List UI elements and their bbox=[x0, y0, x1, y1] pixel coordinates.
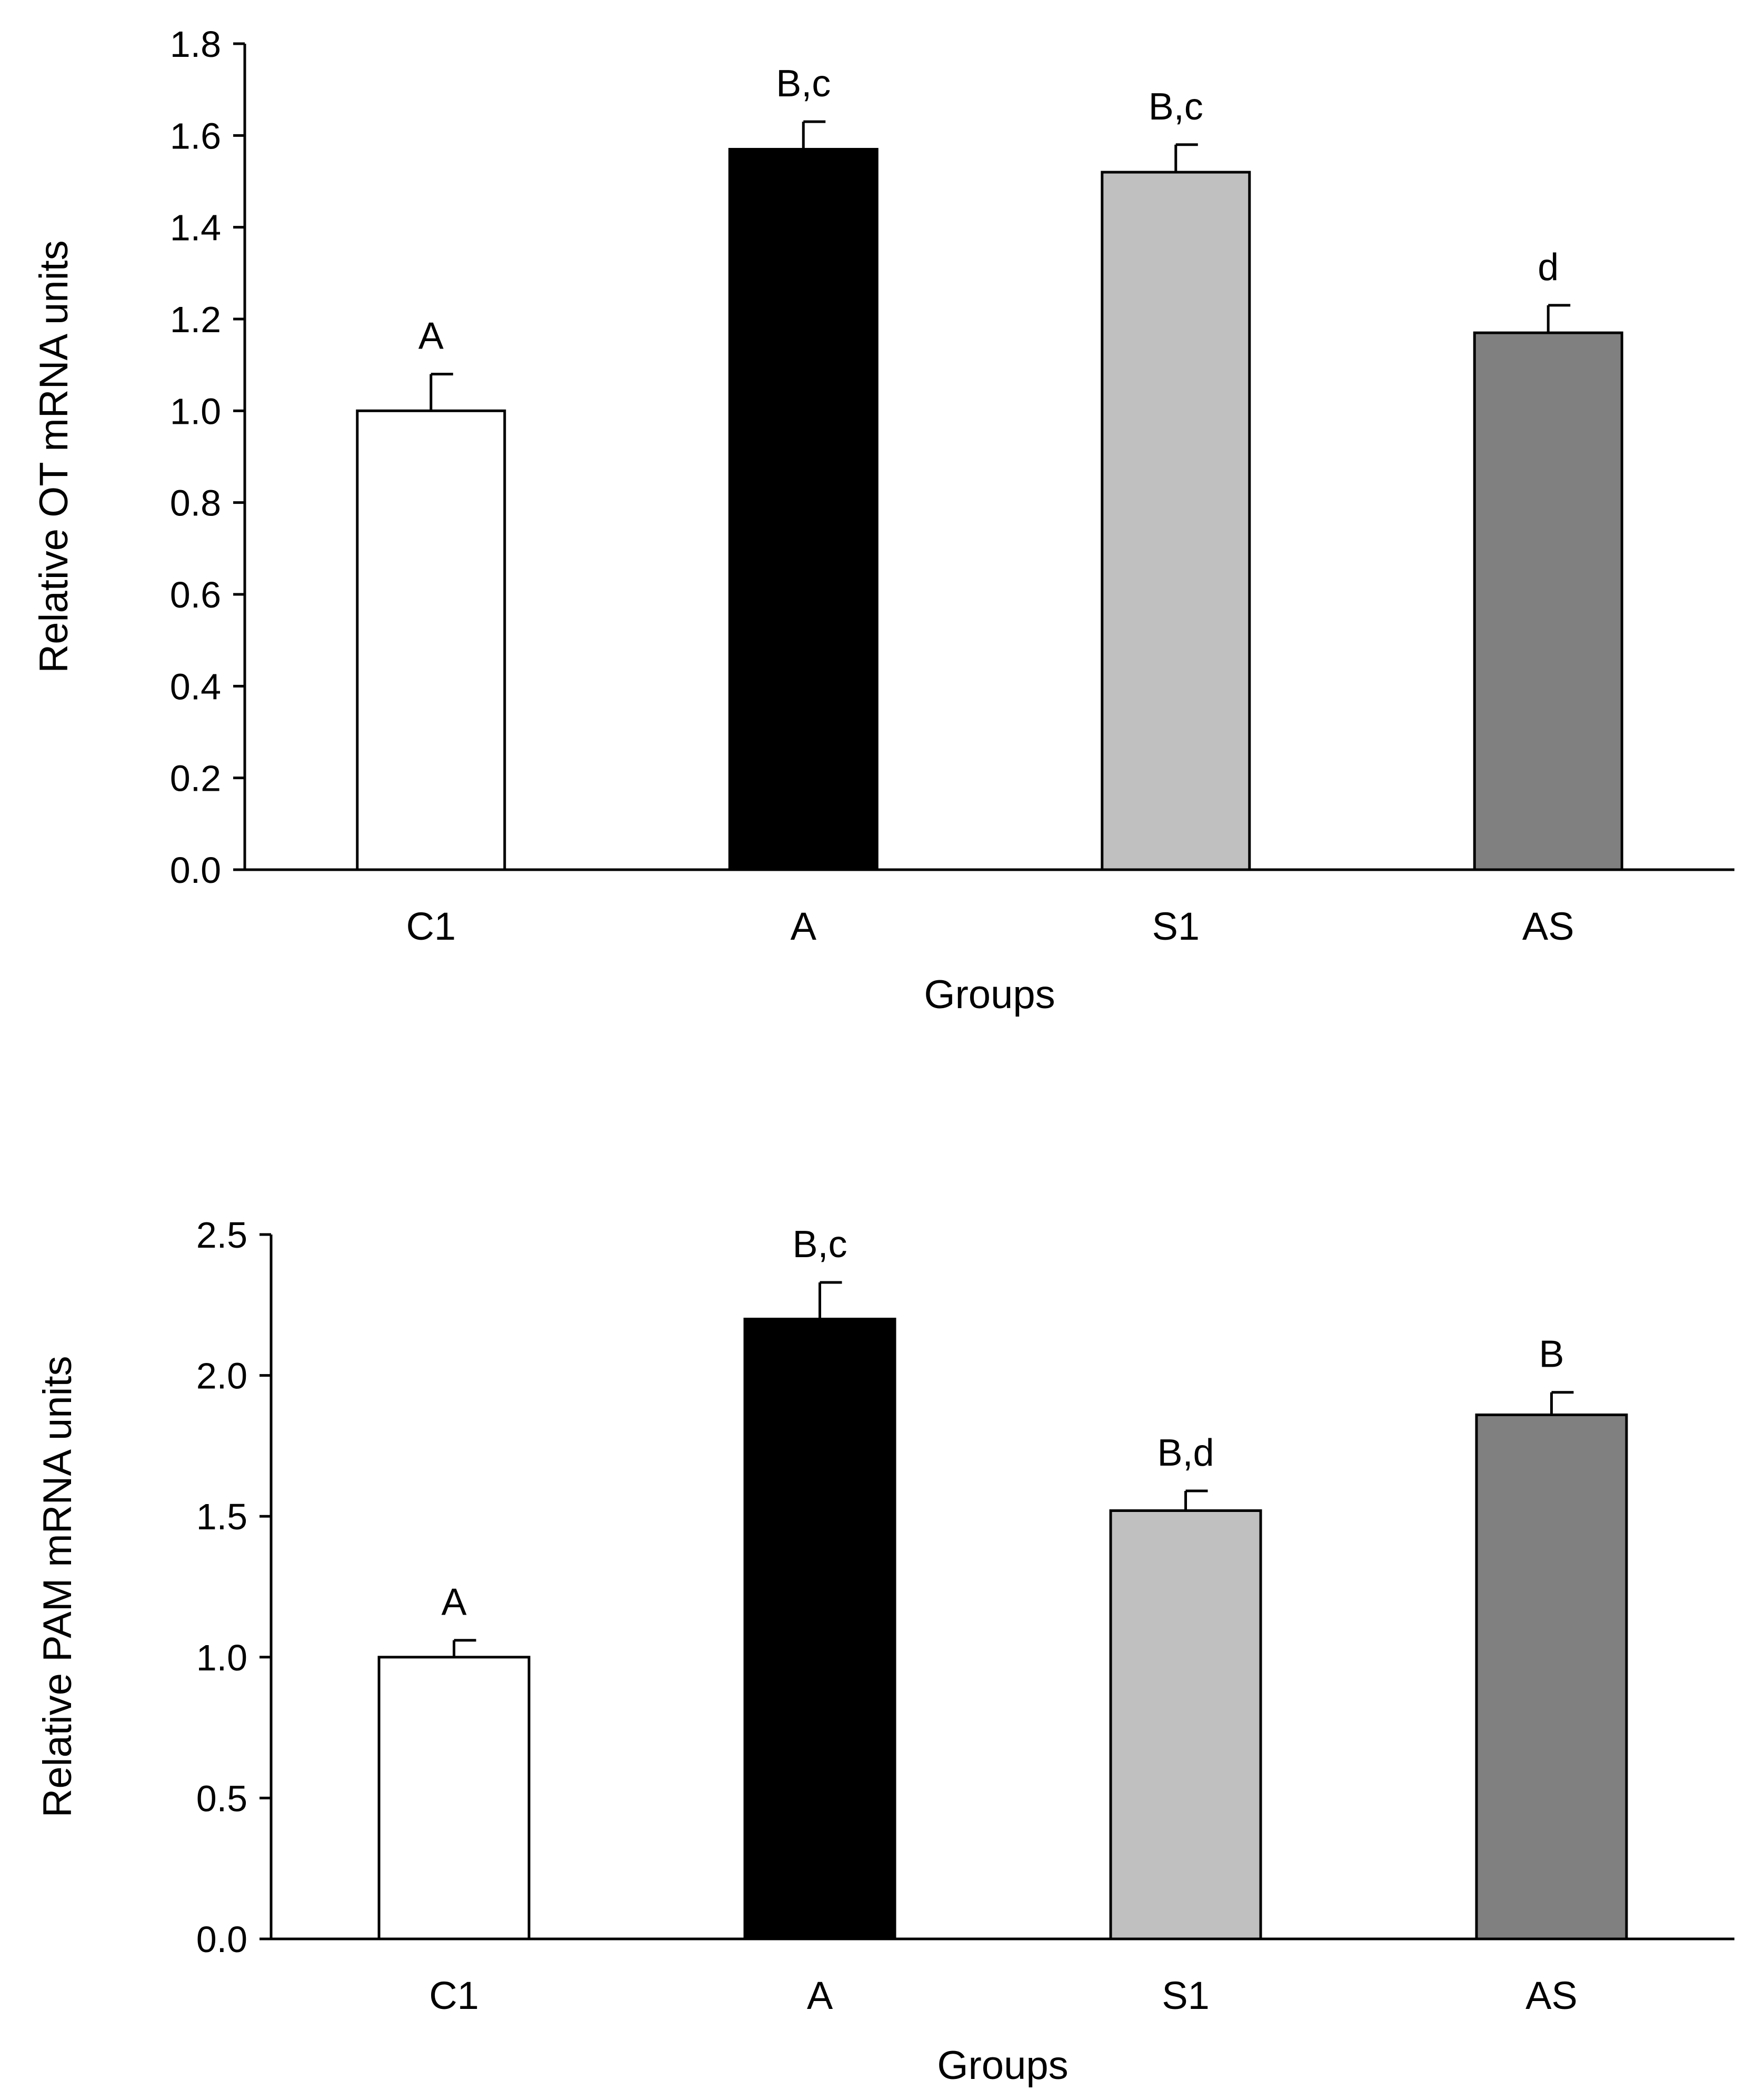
pam-category-label: AS bbox=[1525, 1974, 1578, 2017]
ot-x-axis-title: Groups bbox=[924, 972, 1055, 1017]
ot-chart-panel: 0.0 0.2 0.4 0.6 0.8 1.0 1.2 1.4 1.6 1.8 A C1 B,c A B,c… bbox=[32, 24, 1734, 1017]
pam-y-axis-title: Relative PAM mRNA units bbox=[35, 1356, 80, 1817]
pam-bar-as bbox=[1475, 1414, 1628, 1940]
pam-chart-panel: 0.0 0.5 1.0 1.5 2.0 2.5 A C1 B,c A B,d S1 B AS Groups R… bbox=[35, 1215, 1734, 2088]
ot-bar-a bbox=[728, 147, 879, 871]
ot-y-tick-label: 0.6 bbox=[170, 574, 221, 615]
ot-category-label: S1 bbox=[1152, 904, 1200, 948]
ot-category-label: AS bbox=[1522, 904, 1574, 948]
ot-significance-label: B,c bbox=[776, 63, 831, 105]
pam-bar-c1 bbox=[377, 1656, 531, 1940]
ot-y-tick-label: 1.8 bbox=[170, 24, 221, 65]
pam-bar-a bbox=[743, 1318, 896, 1940]
ot-significance-label: d bbox=[1538, 246, 1559, 288]
pam-y-tick-label: 2.0 bbox=[196, 1356, 247, 1397]
pam-significance-label: B bbox=[1539, 1333, 1564, 1376]
pam-y-tick-label: 0.0 bbox=[196, 1919, 247, 1960]
pam-significance-label: B,d bbox=[1157, 1432, 1214, 1474]
pam-significance-label: B,c bbox=[792, 1223, 847, 1266]
ot-y-tick-label: 0.8 bbox=[170, 483, 221, 524]
pam-y-tick-label: 0.5 bbox=[196, 1778, 247, 1819]
ot-y-tick-label: 0.2 bbox=[170, 758, 221, 799]
ot-y-tick-label: 1.6 bbox=[170, 115, 221, 156]
ot-y-tick-label: 0.0 bbox=[170, 850, 221, 891]
pam-significance-label: A bbox=[441, 1581, 466, 1624]
ot-significance-label: B,c bbox=[1149, 86, 1203, 128]
ot-bar-as bbox=[1473, 331, 1623, 871]
pam-category-label: S1 bbox=[1162, 1974, 1210, 2017]
pam-category-label: C1 bbox=[429, 1974, 479, 2017]
pam-x-axis-title: Groups bbox=[937, 2043, 1068, 2088]
ot-y-tick-label: 0.4 bbox=[170, 666, 221, 707]
ot-bar-c1 bbox=[356, 409, 506, 871]
ot-category-label: A bbox=[791, 904, 817, 948]
ot-y-tick-label: 1.0 bbox=[170, 391, 221, 432]
ot-significance-label: A bbox=[418, 315, 444, 357]
pam-y-tick-label: 1.0 bbox=[196, 1637, 247, 1678]
pam-bar-s1 bbox=[1109, 1509, 1262, 1940]
pam-y-tick-label: 2.5 bbox=[196, 1215, 247, 1256]
pam-y-tick-label: 1.5 bbox=[196, 1496, 247, 1537]
pam-category-label: A bbox=[807, 1974, 833, 2017]
ot-category-label: C1 bbox=[406, 904, 456, 948]
ot-bar-s1 bbox=[1101, 171, 1251, 871]
ot-y-tick-label: 1.2 bbox=[170, 299, 221, 340]
ot-y-axis-title: Relative OT mRNA units bbox=[32, 240, 76, 673]
ot-y-tick-label: 1.4 bbox=[170, 207, 221, 248]
